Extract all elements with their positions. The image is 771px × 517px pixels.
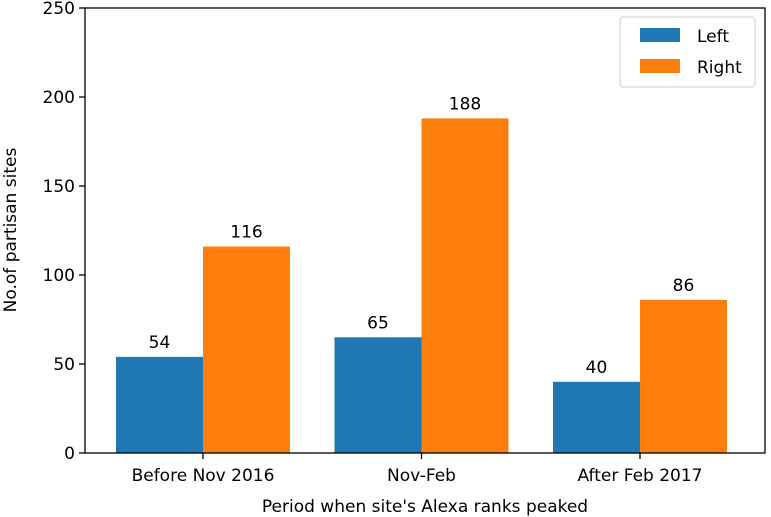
data-label-right-3: 86 [673,276,695,296]
legend-label-left: Left [697,27,729,47]
y-axis: 0 50 100 150 200 250 [43,0,85,464]
y-tick-label: 0 [64,444,75,464]
data-labels-group: 54 65 40 116 188 86 [149,94,695,377]
legend-swatch-left [640,28,680,42]
bar-left-3 [553,381,640,453]
y-tick-label: 50 [53,355,75,375]
x-axis-label: Period when site's Alexa ranks peaked [262,497,588,517]
legend-label-right: Right [697,58,742,78]
y-axis-label: No.of partisan sites [1,148,21,313]
bar-left-2 [334,337,422,453]
legend-swatch-right [640,59,680,73]
bar-right-2 [421,118,509,454]
bar-left-1 [116,356,203,453]
bar-right-1 [203,246,290,453]
data-label-left-2: 65 [367,313,389,333]
x-tick-label: After Feb 2017 [578,466,703,486]
data-label-right-1: 116 [230,223,262,243]
plot-frame [84,7,766,454]
y-tick-label: 150 [43,177,75,197]
data-label-left-1: 54 [149,333,171,353]
legend: Left Right [619,16,756,88]
bar-right-3 [640,299,727,453]
x-tick-label: Nov-Feb [387,466,456,486]
y-tick-label: 200 [43,88,75,108]
x-tick-label: Before Nov 2016 [132,466,275,486]
data-label-right-2: 188 [449,94,481,114]
y-tick-label: 100 [43,266,75,286]
data-label-left-3: 40 [586,358,608,378]
bars-group [116,118,727,454]
y-tick-label: 250 [43,0,75,19]
x-axis: Before Nov 2016 Nov-Feb After Feb 2017 [132,453,703,486]
